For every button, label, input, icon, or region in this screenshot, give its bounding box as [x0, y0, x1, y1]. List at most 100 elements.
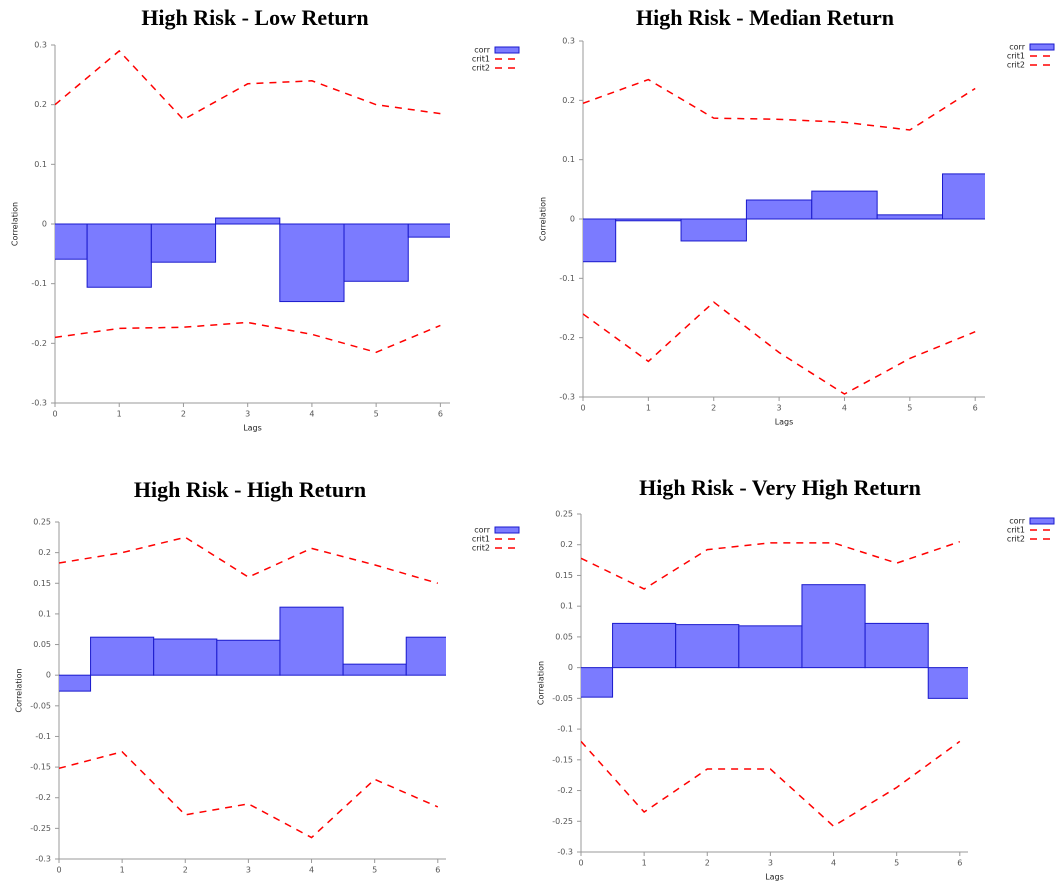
y-tick-label: 0: [42, 220, 47, 229]
y-tick-label: 0.05: [33, 640, 51, 649]
legend-label: corr: [474, 526, 490, 535]
bar: [86, 223, 152, 288]
x-tick-label: 1: [117, 410, 122, 419]
x-tick-label: 0: [578, 859, 583, 868]
chart-panel: High Risk - Low Return Correlation Lags -0.…: [11, 5, 520, 433]
x-tick-label: 3: [768, 859, 773, 868]
x-tick-label: 5: [894, 859, 899, 868]
bar: [407, 223, 450, 238]
bar: [583, 218, 617, 263]
plot-area: [581, 540, 968, 828]
chart-title: High Risk - Median Return: [636, 5, 894, 30]
y-axis-label: Correlation: [15, 668, 24, 712]
legend-label: corr: [1009, 517, 1025, 526]
legend-label: crit1: [472, 55, 490, 64]
x-tick-label: 4: [309, 866, 314, 875]
legend-swatch: [494, 46, 520, 54]
chart-title: High Risk - Very High Return: [639, 475, 921, 500]
y-tick-label: -0.2: [35, 793, 51, 802]
legend-label: crit1: [472, 535, 490, 544]
y-tick-label: 0.2: [38, 548, 51, 557]
line: [583, 78, 976, 131]
y-tick-label: -0.2: [557, 786, 573, 795]
x-axis-label: Lags: [775, 418, 794, 427]
bar: [279, 223, 345, 303]
plot-area: [59, 536, 446, 839]
bar: [215, 217, 281, 225]
bar: [90, 636, 155, 676]
x-tick-label: 3: [777, 404, 782, 413]
y-tick-label: 0.1: [38, 609, 51, 618]
y-axis-label: Correlation: [11, 202, 20, 246]
x-tick-label: 3: [245, 410, 250, 419]
y-tick-label: -0.3: [31, 399, 47, 408]
y-tick-label: -0.25: [552, 817, 573, 826]
y-tick-label: -0.3: [35, 855, 51, 864]
y-tick-label: 0.3: [562, 37, 575, 46]
x-axis-label: Lags: [243, 424, 262, 433]
chart-panel: High Risk - High Return Correlation -0.3 -0…: [15, 477, 520, 875]
y-tick-label: -0.15: [30, 763, 51, 772]
legend-label: crit1: [1007, 526, 1025, 535]
bar: [675, 624, 740, 669]
y-tick-label: 0.3: [34, 41, 47, 50]
plot-area: [55, 49, 450, 354]
x-axis-label: Lags: [765, 873, 784, 882]
x-tick-label: 6: [957, 859, 962, 868]
y-tick-label: 0.2: [562, 96, 575, 105]
bar: [745, 199, 813, 220]
legend-label: crit1: [1007, 52, 1025, 61]
legend-swatch: [494, 526, 520, 534]
bar: [343, 223, 409, 282]
chart-title: High Risk - High Return: [134, 477, 366, 502]
bar: [153, 638, 218, 676]
legend-label: corr: [1009, 43, 1025, 52]
x-tick-label: 0: [580, 404, 585, 413]
y-tick-label: -0.2: [559, 333, 575, 342]
y-tick-label: -0.1: [559, 274, 575, 283]
x-tick-label: 4: [831, 859, 836, 868]
line: [59, 536, 439, 584]
bar: [942, 173, 985, 220]
y-tick-label: 0: [46, 671, 51, 680]
line: [59, 750, 439, 839]
bar: [55, 223, 88, 260]
bar: [342, 663, 407, 676]
bar: [581, 667, 614, 698]
x-tick-label: 5: [374, 410, 379, 419]
bar: [279, 606, 344, 676]
bar: [615, 218, 682, 222]
bar: [59, 674, 92, 692]
bar: [150, 223, 217, 263]
y-tick-label: 0.1: [562, 155, 575, 164]
legend-label: crit2: [1007, 535, 1025, 544]
x-tick-label: 2: [705, 859, 710, 868]
legend-swatch: [1029, 43, 1055, 51]
bar: [801, 584, 866, 669]
chart-title: High Risk - Low Return: [141, 5, 368, 30]
bar: [216, 639, 281, 676]
x-tick-label: 4: [309, 410, 314, 419]
y-axis-label: Correlation: [539, 197, 548, 241]
line: [55, 49, 441, 121]
chart-panel: High Risk - Very High Return Correlation L…: [537, 475, 1055, 882]
x-tick-label: 1: [120, 866, 125, 875]
y-tick-label: -0.3: [559, 393, 575, 402]
bar: [680, 218, 747, 242]
plot-area: [583, 78, 985, 395]
x-tick-label: 3: [246, 866, 251, 875]
y-tick-label: 0.2: [34, 100, 47, 109]
x-tick-label: 1: [646, 404, 651, 413]
bar: [927, 667, 968, 699]
x-tick-label: 5: [372, 866, 377, 875]
y-tick-label: 0.1: [34, 160, 47, 169]
line: [581, 740, 961, 828]
legend-label: corr: [474, 46, 490, 55]
y-tick-label: 0.1: [560, 602, 573, 611]
x-tick-label: 0: [52, 410, 57, 419]
x-tick-label: 2: [711, 404, 716, 413]
x-tick-label: 6: [973, 404, 978, 413]
bar: [405, 636, 446, 676]
chart-panel: High Risk - Median Return Correlation Lags…: [539, 5, 1055, 427]
x-tick-label: 6: [438, 410, 443, 419]
